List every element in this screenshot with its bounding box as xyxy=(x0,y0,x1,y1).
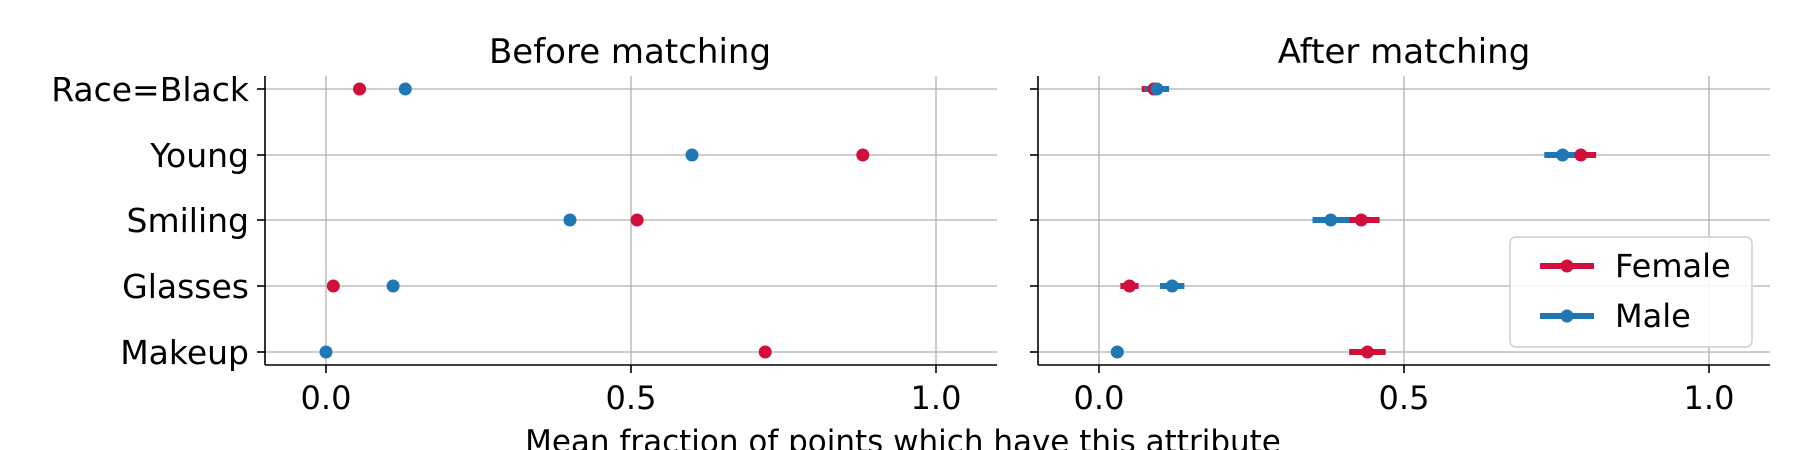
x-tick-label: 1.0 xyxy=(1684,379,1735,417)
point-male-race-black xyxy=(1150,82,1164,96)
point-female-smiling xyxy=(630,213,644,227)
point-female-race-black xyxy=(353,82,367,96)
legend-label-female: Female xyxy=(1615,247,1731,285)
point-female-glasses xyxy=(1123,279,1136,293)
panel-after-matching: After matching 0.0 0.5 1.0 xyxy=(1030,32,1770,417)
point-male-young xyxy=(685,148,699,162)
point-male-glasses xyxy=(386,279,400,293)
point-male-young xyxy=(1556,148,1570,162)
point-male-makeup xyxy=(319,345,333,359)
y-category-label-young: Young xyxy=(149,136,249,175)
legend: Female Male xyxy=(1509,236,1753,348)
point-male-smiling xyxy=(1324,213,1338,227)
y-category-label-makeup: Makeup xyxy=(120,333,249,372)
panel-title-after: After matching xyxy=(1278,32,1531,72)
point-male-smiling xyxy=(563,213,577,227)
panel-title-before: Before matching xyxy=(489,32,771,72)
x-tick-label: 0.5 xyxy=(606,379,657,417)
point-female-makeup xyxy=(1360,345,1374,359)
x-tick-label: 0.5 xyxy=(1379,379,1430,417)
legend-marker-female xyxy=(1560,259,1574,273)
x-axis-label: Mean fraction of points which have this … xyxy=(525,424,1281,450)
y-category-label-smiling: Smiling xyxy=(127,201,249,240)
point-male-glasses xyxy=(1165,279,1179,293)
x-tick-label: 0.0 xyxy=(1074,379,1125,417)
point-male-makeup xyxy=(1110,345,1124,359)
point-female-smiling xyxy=(1354,213,1368,227)
legend-label-male: Male xyxy=(1615,297,1691,335)
point-female-makeup xyxy=(758,345,772,359)
point-female-young xyxy=(1574,148,1588,162)
y-category-label-race-black: Race=Black xyxy=(51,70,250,109)
x-tick-label: 1.0 xyxy=(911,379,962,417)
point-female-young xyxy=(856,148,870,162)
x-tick-label: 0.0 xyxy=(301,379,352,417)
y-category-label-glasses: Glasses xyxy=(122,267,249,306)
point-female-glasses xyxy=(326,279,340,293)
panel-before-matching: Before matching 0.0 0.5 1.0 Race=Black Young… xyxy=(51,32,997,417)
point-male-race-black xyxy=(398,82,412,96)
legend-marker-male xyxy=(1560,309,1574,323)
